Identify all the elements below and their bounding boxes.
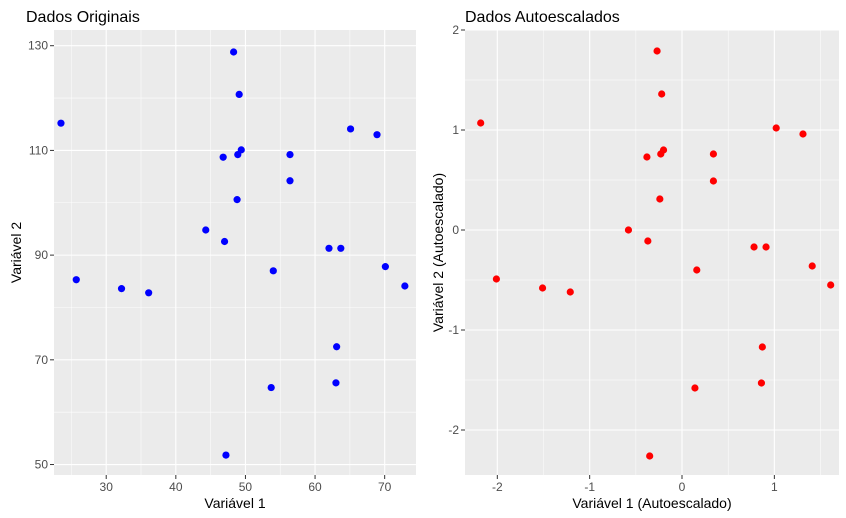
data-point xyxy=(477,119,485,127)
data-point xyxy=(643,153,651,161)
data-point xyxy=(646,452,654,460)
data-point xyxy=(332,379,340,387)
data-point xyxy=(57,119,65,127)
data-point xyxy=(659,146,668,154)
data-point xyxy=(653,47,661,55)
data-point xyxy=(757,379,766,387)
data-point xyxy=(538,284,547,292)
data-point xyxy=(693,266,701,274)
data-point xyxy=(337,244,345,252)
y-tick-label: 2 xyxy=(452,23,459,37)
data-point xyxy=(658,90,666,98)
chart-title: Dados Originais xyxy=(26,9,140,26)
x-tick-label: 0 xyxy=(679,480,686,494)
x-tick-label: 1 xyxy=(771,480,778,494)
data-point xyxy=(381,263,389,271)
data-point xyxy=(624,226,633,234)
data-points xyxy=(477,47,835,460)
x-tick-label: 70 xyxy=(378,480,392,494)
data-point xyxy=(709,150,718,158)
data-point xyxy=(230,48,238,56)
x-axis-label: Variável 1 (Autoescalado) xyxy=(572,495,731,511)
y-tick-label: 70 xyxy=(35,353,49,367)
data-point xyxy=(219,153,227,161)
x-tick-label: 60 xyxy=(308,480,322,494)
x-tick-label: 40 xyxy=(169,480,183,494)
data-point xyxy=(799,130,807,138)
y-axis-ticks: -2 -1 0 1 2 xyxy=(448,23,465,437)
data-point xyxy=(202,226,210,234)
data-point xyxy=(566,288,574,296)
plot-panel-background xyxy=(54,30,416,475)
data-point xyxy=(269,267,277,275)
y-tick-label: 130 xyxy=(28,39,48,53)
data-point xyxy=(656,195,664,203)
gridlines xyxy=(465,29,839,475)
data-point xyxy=(220,237,229,246)
x-tick-label: 50 xyxy=(239,480,253,494)
y-tick-label: 50 xyxy=(35,458,49,472)
data-point xyxy=(237,146,245,154)
data-point xyxy=(233,196,241,204)
x-axis-ticks: -2 -1 0 1 xyxy=(492,475,778,494)
x-tick-label: -1 xyxy=(584,480,595,494)
data-point xyxy=(709,177,718,185)
y-axis-ticks: 50 70 90 110 130 xyxy=(28,39,54,472)
data-points xyxy=(57,48,409,459)
x-tick-label: -2 xyxy=(492,480,503,494)
data-point xyxy=(373,131,381,139)
data-point xyxy=(145,289,153,297)
x-axis-ticks: 30 40 50 60 70 xyxy=(100,475,392,494)
chart-title: Dados Autoescalados xyxy=(465,9,620,26)
x-tick-label: 30 xyxy=(100,480,114,494)
data-point xyxy=(750,243,758,251)
data-point xyxy=(758,343,766,351)
autoscaled-data-panel: Dados Autoescalados -2 -1 0 1 -2 -1 0 1 2 Variá… xyxy=(430,9,839,511)
plot-panel-background xyxy=(465,30,839,475)
data-point xyxy=(401,282,409,290)
data-point xyxy=(691,384,699,392)
y-tick-label: 1 xyxy=(452,123,459,137)
y-tick-label: 90 xyxy=(35,248,49,262)
data-point xyxy=(267,383,275,392)
data-point xyxy=(808,262,816,270)
data-point xyxy=(772,124,780,132)
data-point xyxy=(644,237,652,245)
x-axis-label: Variável 1 xyxy=(204,495,265,511)
y-tick-label: 0 xyxy=(452,223,459,237)
y-tick-label: -1 xyxy=(448,323,459,337)
data-point xyxy=(492,275,500,283)
y-tick-label: 110 xyxy=(29,143,48,157)
data-point xyxy=(333,343,341,351)
y-axis-label: Variável 2 (Autoescalado) xyxy=(430,173,446,332)
data-point xyxy=(286,177,294,185)
data-point xyxy=(222,451,230,459)
data-point xyxy=(346,125,355,133)
data-point xyxy=(325,244,333,252)
data-point xyxy=(286,151,294,159)
data-point xyxy=(762,243,770,251)
original-data-panel: Dados Originais 30 40 50 60 70 507090110130 … xyxy=(8,9,416,511)
y-tick-label: -2 xyxy=(448,423,459,437)
gridlines xyxy=(54,30,416,475)
data-point xyxy=(72,276,80,284)
data-point xyxy=(117,285,126,293)
data-point xyxy=(827,281,835,289)
data-point xyxy=(235,90,243,98)
y-axis-label: Variável 2 xyxy=(8,222,24,283)
